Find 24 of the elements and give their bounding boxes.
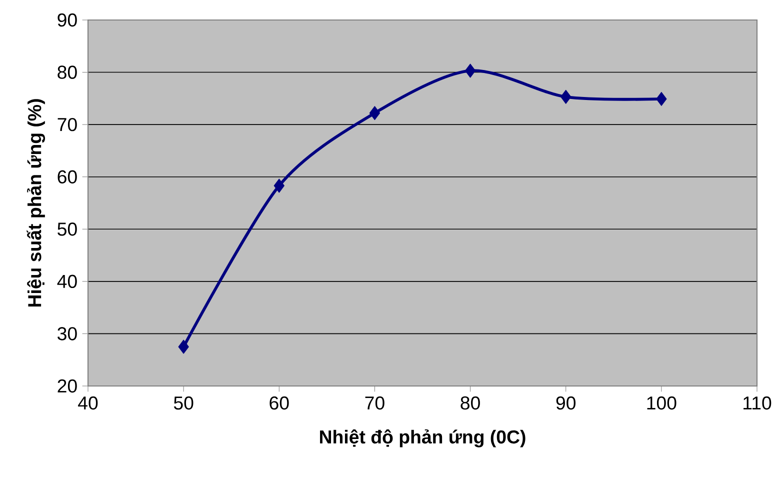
y-axis-title: Hiệu suất phản ứng (%) (26, 99, 46, 306)
y-tick-label: 20 (58, 379, 77, 393)
x-tick-label: 60 (270, 396, 289, 410)
point (274, 178, 284, 193)
x-tick-label: 80 (460, 396, 480, 410)
point (178, 340, 189, 354)
point (656, 92, 667, 106)
x-tick-label: 100 (647, 396, 676, 410)
x-tick-label: 110 (744, 396, 772, 410)
x-axis-title: Nhiệt độ phản ứng (0C) (320, 429, 526, 448)
point (464, 64, 476, 78)
x-tick-label: 70 (365, 396, 384, 410)
y-tick-label: 50 (58, 222, 77, 236)
y-tick-label: 60 (58, 170, 77, 184)
y-tick-label: 90 (58, 13, 77, 27)
y-tick-label: 70 (58, 118, 77, 132)
x-tick-label: 90 (556, 396, 576, 410)
x-tick-label: 40 (78, 396, 98, 410)
y-tick-label: 40 (57, 274, 77, 288)
y-tick-label: 80 (58, 66, 77, 79)
point (560, 90, 572, 104)
x-tick-label: 50 (174, 396, 194, 410)
y-tick-label: 30 (58, 327, 77, 340)
point (369, 106, 380, 120)
